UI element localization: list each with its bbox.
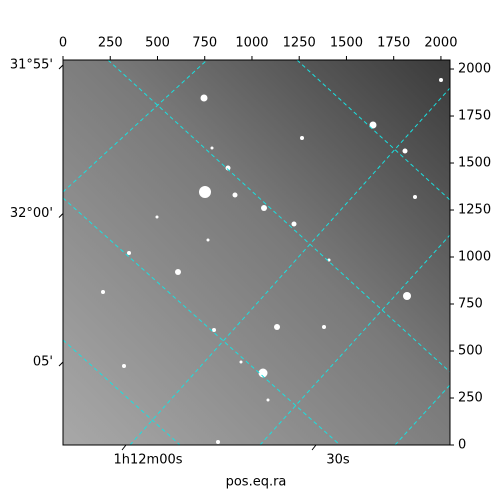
stars <box>101 78 443 444</box>
ra-tick-label: 1h12m00s <box>113 453 182 468</box>
x-axis-label: pos.eq.ra <box>226 475 287 490</box>
ra-tick <box>311 444 317 451</box>
y-tick-label: 0 <box>458 438 466 453</box>
y-tick-label: 1500 <box>458 156 491 171</box>
dec-tick <box>58 213 64 218</box>
y-tick-label: 1750 <box>458 109 491 124</box>
dec-tick <box>58 361 64 367</box>
x-tick-label: 1750 <box>377 36 410 51</box>
x-tick-label: 1250 <box>283 36 316 51</box>
y-tick-label: 2000 <box>458 62 491 77</box>
x-tick-label: 250 <box>98 36 123 51</box>
plot-frame <box>62 59 451 446</box>
ra-tick-label: 30s <box>326 453 350 468</box>
y-tick-label: 1250 <box>458 203 491 218</box>
dec-tick-label: 32°00' <box>10 206 53 221</box>
dec-tick-label: 31°55' <box>10 58 53 73</box>
x-tick-label: 0 <box>59 36 67 51</box>
dec-tick <box>58 64 64 70</box>
grid-line <box>107 60 450 373</box>
grid-line <box>129 87 450 445</box>
ra-tick <box>121 444 127 451</box>
grid-line <box>63 339 181 445</box>
y-tick-label: 500 <box>458 344 483 359</box>
x-tick-label: 750 <box>192 36 217 51</box>
grid-line <box>63 197 341 445</box>
x-tick-label: 500 <box>145 36 170 51</box>
grid-line <box>63 60 208 193</box>
coordinate-grid <box>63 60 450 445</box>
y-tick-label: 250 <box>458 391 483 406</box>
x-tick-label: 2000 <box>424 36 457 51</box>
sky-image <box>63 60 450 445</box>
y-tick-label: 1000 <box>458 250 491 265</box>
grid-line <box>259 234 450 445</box>
y-tick-label: 750 <box>458 297 483 312</box>
dec-tick-label: 05' <box>33 355 53 370</box>
x-tick-label: 1000 <box>235 36 268 51</box>
x-tick-label: 1500 <box>330 36 363 51</box>
